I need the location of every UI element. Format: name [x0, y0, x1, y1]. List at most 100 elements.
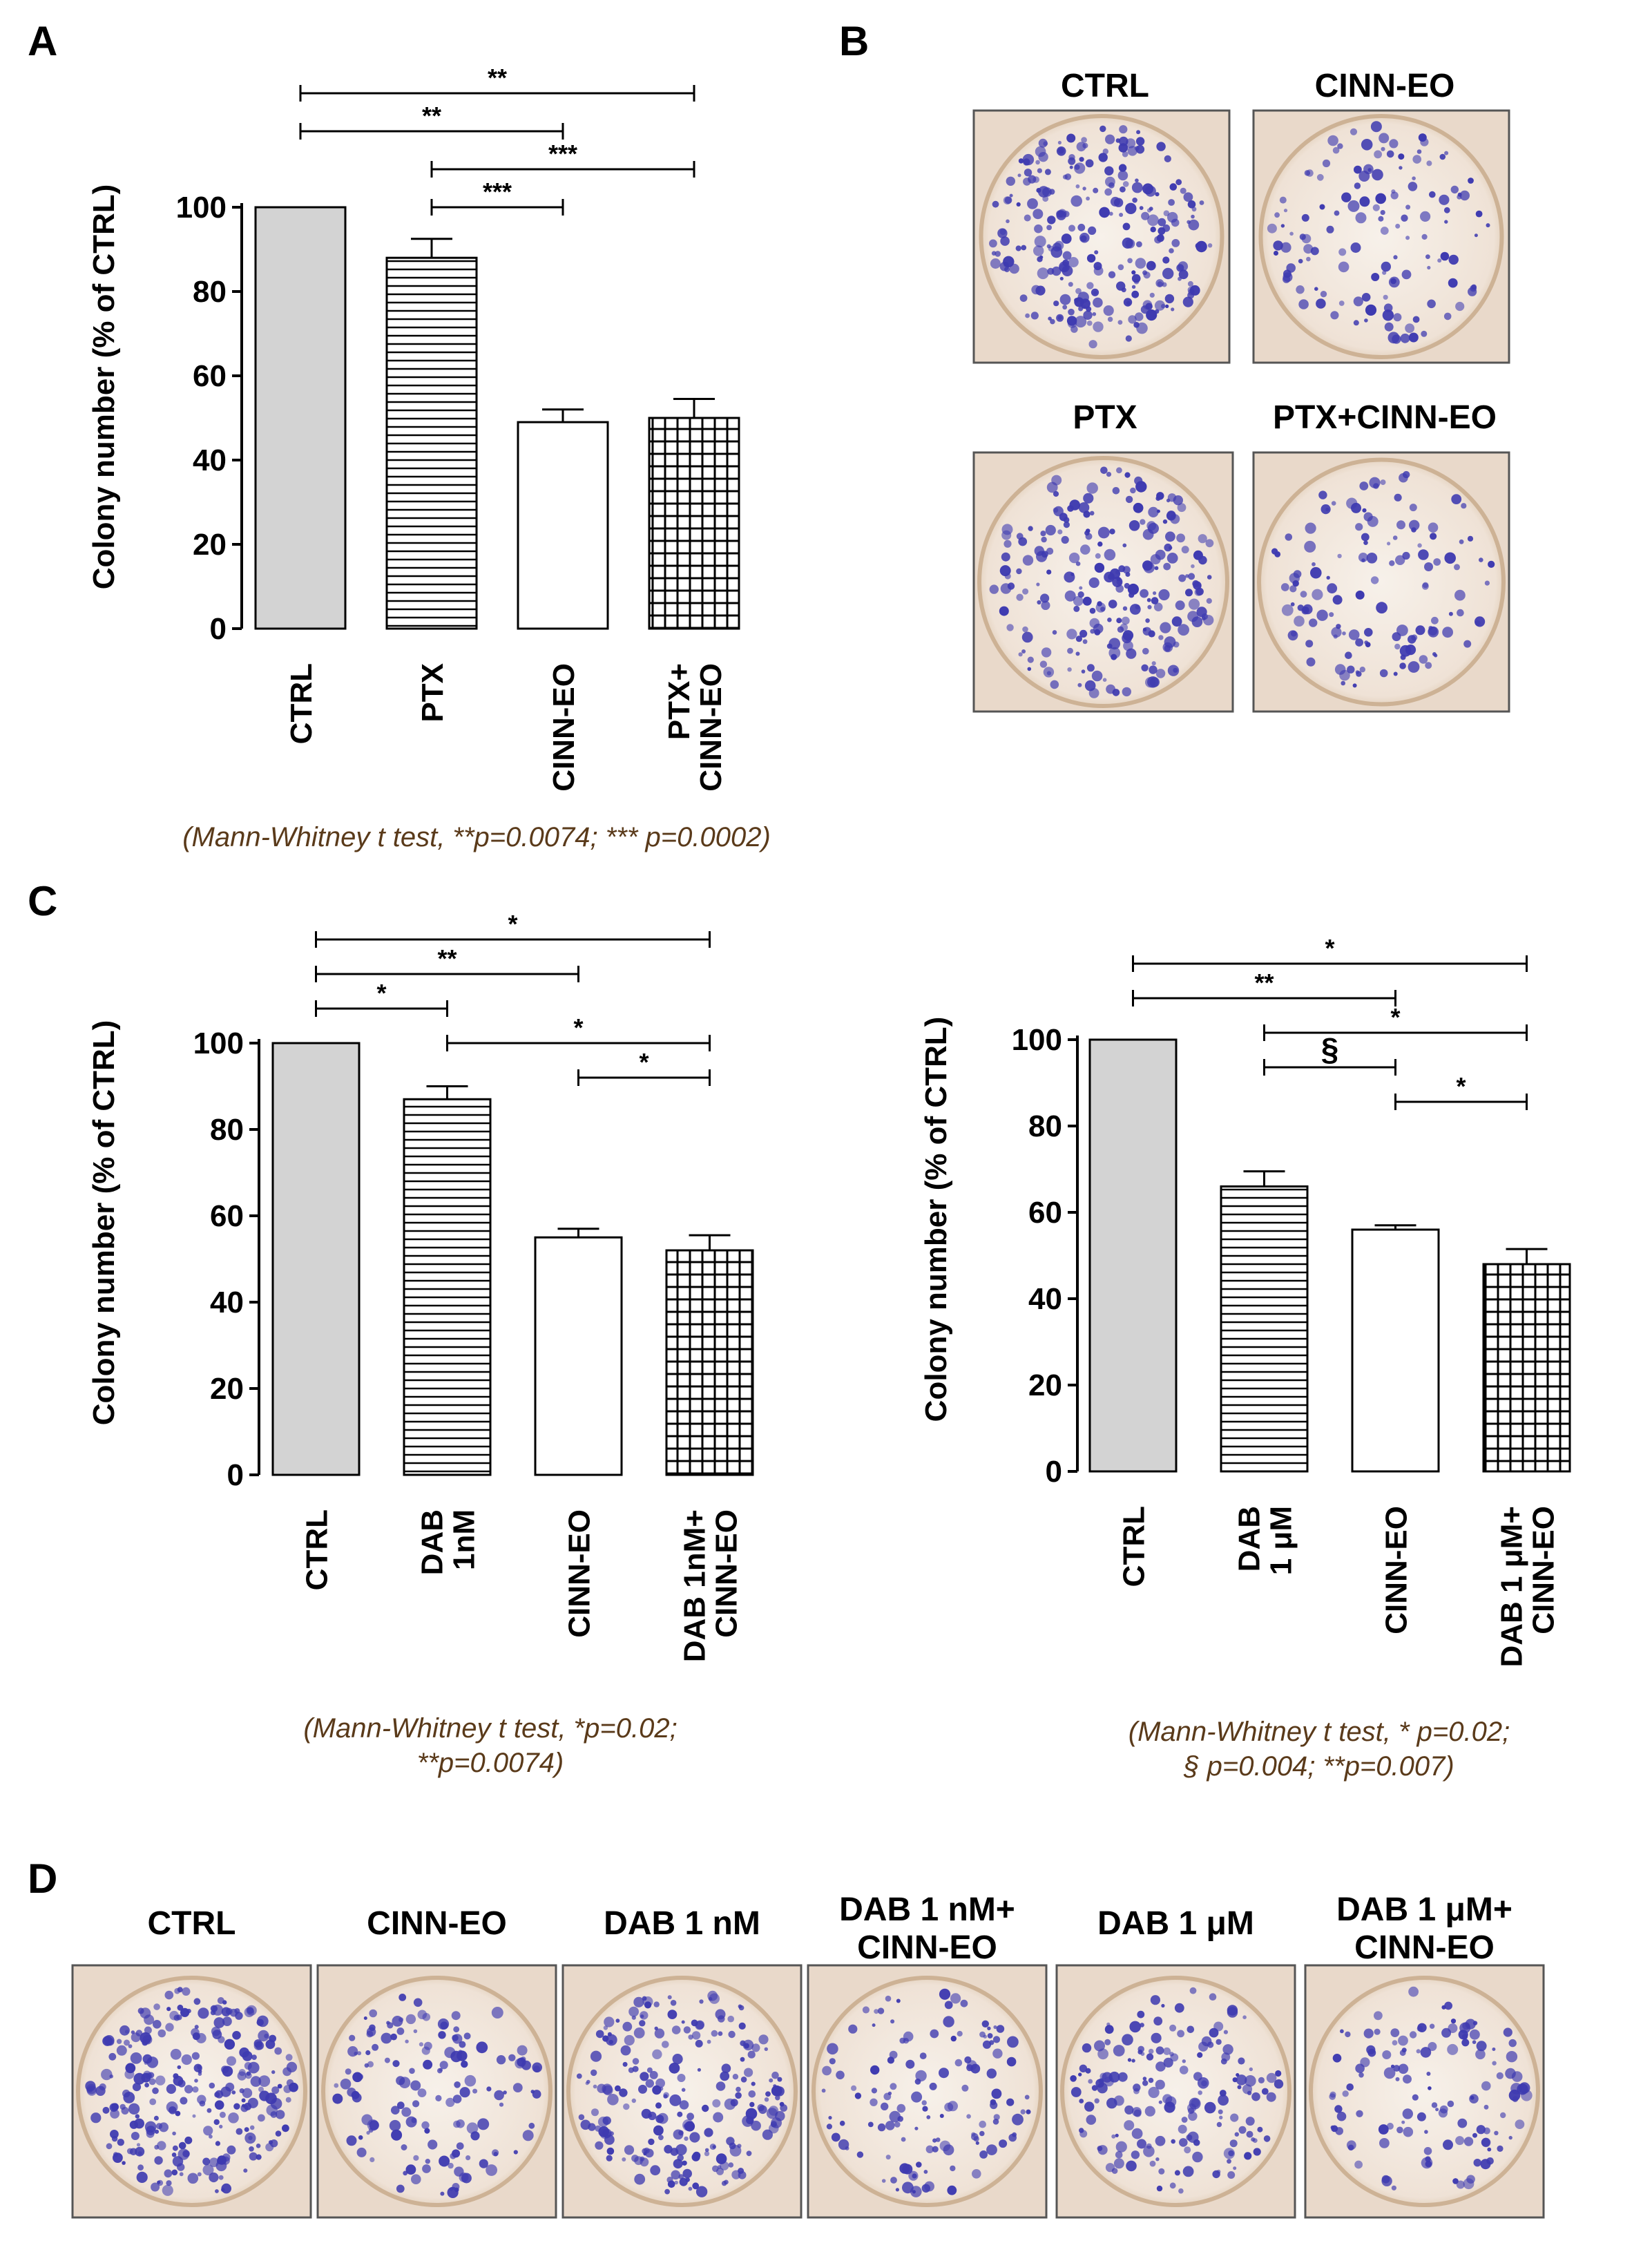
bar-a-2	[517, 421, 609, 630]
significance-label: **	[422, 102, 441, 130]
x-category-label: DAB	[1233, 1506, 1267, 1572]
y-tick-label: 20	[210, 1372, 244, 1406]
plate-label: CTRL	[148, 1905, 236, 1942]
y-tick-label: 0	[1046, 1455, 1062, 1489]
y-axis-label: Colony number (% of CTRL)	[87, 1020, 121, 1426]
panel-c-left-stats-caption-line2: **p=0.0074)	[417, 1748, 564, 1778]
plate-label: CINN-EO	[857, 1929, 997, 1966]
x-category-label: DAB 1nM+	[678, 1509, 712, 1662]
colony-spots	[576, 1990, 788, 2197]
x-category-label: 1nM	[448, 1509, 481, 1570]
y-axis-label: Colony number (% of CTRL)	[87, 184, 121, 590]
x-category-label: CINN-EO	[710, 1509, 744, 1638]
significance-label: §	[1321, 1031, 1339, 1067]
significance-label: ***	[548, 140, 577, 168]
panel-b-plate-images: CTRL CINN-EO PTX PTX+CINN-EO	[972, 68, 1510, 713]
plate-label: CINN-EO	[1354, 1929, 1495, 1966]
bar-a-0	[254, 206, 347, 630]
y-tick-label: 0	[227, 1458, 244, 1492]
significance-label: *	[573, 1013, 583, 1042]
colony-plate	[1055, 1964, 1296, 2219]
plate-label: DAB 1 nM+	[839, 1891, 1015, 1928]
y-axis-label: Colony number (% of CTRL)	[919, 1017, 953, 1422]
bar-c-left-2	[534, 1236, 623, 1476]
significance-label: **	[1254, 968, 1274, 997]
colony-plate	[71, 1964, 312, 2219]
x-category-label: 1 μM	[1265, 1506, 1298, 1575]
panel-a-letter: A	[28, 18, 57, 64]
colony-plate	[316, 1964, 557, 2219]
x-category-label: CINN-EO	[694, 663, 728, 792]
colony-spots	[821, 1988, 1031, 2197]
x-category-label: CINN-EO	[563, 1509, 597, 1638]
bar-c-left-1	[403, 1098, 492, 1476]
significance-label: *	[1325, 934, 1334, 962]
bar-c-right-0	[1088, 1038, 1178, 1473]
x-category-label: DAB	[416, 1509, 450, 1575]
colony-plate	[972, 109, 1231, 364]
plate-dish	[1257, 457, 1506, 707]
plate-label: DAB 1 μM+	[1336, 1891, 1512, 1928]
panel-a-stats-caption: (Mann-Whitney t test, **p=0.0074; *** p=…	[182, 822, 771, 852]
y-tick-label: 0	[210, 612, 227, 646]
x-category-label: PTX	[416, 663, 450, 723]
colony-plate	[1304, 1964, 1545, 2219]
plate-label: CTRL	[1061, 68, 1149, 104]
x-category-label: CTRL	[1117, 1506, 1151, 1587]
colony-plate	[1252, 109, 1510, 364]
x-category-label: CTRL	[285, 663, 318, 744]
y-tick-label: 60	[210, 1199, 244, 1233]
chart-c-right-colony-number: 0 20 40 60 80 100 Colony number (% of CTRL) CTR…	[919, 934, 1571, 1668]
plate-label: CINN-EO	[367, 1905, 507, 1942]
bar-c-right-3	[1482, 1263, 1571, 1473]
panel-c-left-stats-caption-line1: (Mann-Whitney t test, *p=0.02;	[303, 1713, 677, 1744]
colony-plate	[972, 451, 1234, 713]
y-tick-label: 60	[1028, 1196, 1062, 1230]
significance-label: *	[1390, 1003, 1400, 1031]
panel-d-letter: D	[28, 1855, 57, 1902]
y-tick-label: 100	[193, 1027, 244, 1060]
chart-c-left-colony-number: 0 20 40 60 80 100 Colony number (% of CTRL) CTR…	[87, 910, 754, 1662]
panel-b-letter: B	[839, 18, 869, 64]
y-tick-label: 20	[193, 528, 227, 562]
chart-a-colony-number: 0 20 40 60 80 100 Colony number (% of CTRL) CTR…	[87, 64, 740, 792]
colony-spots	[989, 125, 1213, 349]
y-tick-label: 80	[210, 1113, 244, 1147]
plate-dish	[321, 1976, 553, 2207]
colony-plate	[561, 1964, 803, 2219]
bar-c-left-0	[271, 1042, 361, 1476]
x-category-label: CINN-EO	[547, 663, 581, 792]
significance-label: *	[376, 979, 386, 1007]
significance-label: **	[488, 64, 507, 92]
plate-label: DAB 1 μM	[1097, 1905, 1254, 1942]
y-tick-label: 80	[1028, 1109, 1062, 1143]
colony-spots	[1271, 470, 1495, 688]
panel-c-right-stats-caption-line2: § p=0.004; **p=0.007)	[1183, 1751, 1454, 1782]
colony-spots	[1070, 1987, 1284, 2194]
y-tick-label: 20	[1028, 1368, 1062, 1402]
plate-label: PTX	[1073, 399, 1137, 436]
x-category-label: CINN-EO	[1527, 1506, 1561, 1634]
y-tick-label: 100	[1012, 1023, 1062, 1057]
plate-label: DAB 1 nM	[604, 1905, 760, 1942]
colony-plate	[1252, 451, 1510, 713]
plate-dish	[979, 114, 1224, 359]
significance-label: *	[1456, 1072, 1466, 1100]
significance-label: *	[508, 910, 517, 938]
x-category-label: CTRL	[300, 1509, 334, 1590]
y-tick-label: 40	[1028, 1282, 1062, 1316]
x-category-label: PTX+	[662, 663, 696, 740]
plate-dish	[977, 456, 1229, 708]
panel-c-right-stats-caption-line1: (Mann-Whitney t test, * p=0.02;	[1128, 1717, 1510, 1747]
y-tick-label: 100	[176, 191, 227, 225]
y-tick-label: 80	[193, 275, 227, 309]
colony-plate	[807, 1964, 1048, 2219]
bar-c-left-3	[665, 1249, 754, 1476]
bar-a-3	[648, 417, 740, 630]
y-tick-label: 40	[193, 443, 227, 477]
y-tick-label: 40	[210, 1286, 244, 1319]
x-category-label: CINN-EO	[1380, 1506, 1414, 1634]
bar-c-right-1	[1220, 1185, 1309, 1473]
